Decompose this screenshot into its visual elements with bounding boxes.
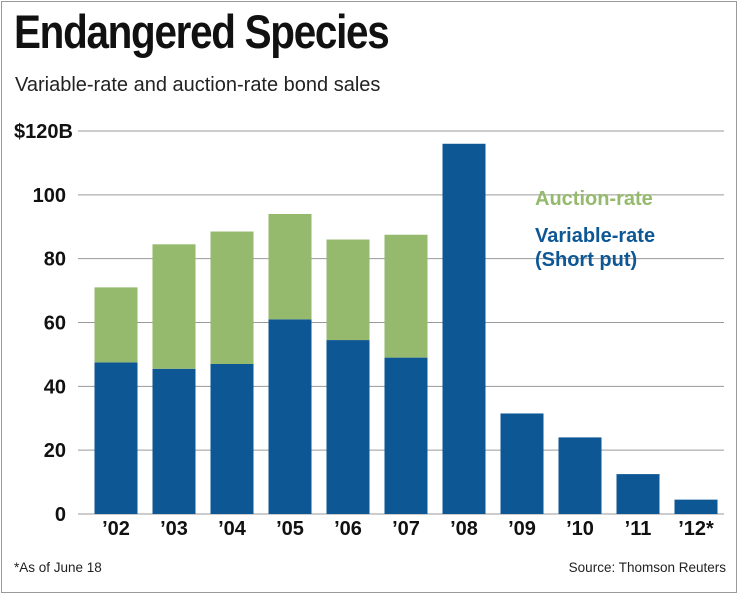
chart-title: Endangered Species xyxy=(14,5,390,58)
legend-variable-rate: Variable-rate xyxy=(535,225,655,247)
y-tick-label: 0 xyxy=(55,504,66,526)
bar-variable-rate xyxy=(268,319,312,514)
bar-auction-rate xyxy=(384,234,428,358)
x-axis-tick-labels: ’02 ’03 ’04 ’05 ’06 ’07 ’08 ’09 ’10 ’11 ’12* xyxy=(102,518,714,540)
bar-auction-rate xyxy=(152,244,196,369)
footnote: *As of June 18 xyxy=(14,560,102,575)
x-tick-label: ’02 xyxy=(102,518,130,540)
x-tick-label: ’07 xyxy=(392,518,420,540)
bar-variable-rate xyxy=(442,143,486,514)
x-tick-label: ’05 xyxy=(276,518,304,540)
x-tick-label: ’10 xyxy=(566,518,594,540)
bar-variable-rate xyxy=(94,362,138,514)
y-tick-label: 60 xyxy=(44,313,66,335)
y-tick-label: 100 xyxy=(33,185,66,207)
bar-variable-rate xyxy=(384,357,428,514)
x-tick-label: ’04 xyxy=(218,518,247,540)
bar-variable-rate xyxy=(558,437,602,514)
bar-variable-rate xyxy=(500,413,544,514)
bar-auction-rate xyxy=(326,239,370,341)
bar-auction-rate xyxy=(268,213,312,320)
y-tick-label: 20 xyxy=(44,440,66,462)
bar-variable-rate xyxy=(616,474,660,514)
y-tick-label: 40 xyxy=(44,376,66,398)
bar-auction-rate xyxy=(94,287,138,363)
x-tick-label: ’08 xyxy=(450,518,478,540)
source-credit: Source: Thomson Reuters xyxy=(568,560,726,575)
y-axis-tick-labels: 0 20 40 60 80 100 $120B xyxy=(14,121,73,526)
y-tick-label: $120B xyxy=(14,121,73,143)
chart-subtitle: Variable-rate and auction-rate bond sale… xyxy=(15,74,381,96)
bar-variable-rate xyxy=(152,368,196,514)
bar-variable-rate xyxy=(326,340,370,514)
x-tick-label: ’11 xyxy=(625,518,652,540)
x-tick-label: ’03 xyxy=(160,518,188,540)
legend-auction-rate: Auction-rate xyxy=(535,188,653,210)
x-tick-label: ’06 xyxy=(334,518,362,540)
bars xyxy=(94,143,718,514)
bar-variable-rate xyxy=(674,499,718,514)
legend-variable-rate: (Short put) xyxy=(535,249,637,271)
x-tick-label: ’09 xyxy=(508,518,536,540)
bar-auction-rate xyxy=(210,231,254,364)
x-tick-label: ’12* xyxy=(678,518,714,540)
bar-variable-rate xyxy=(210,363,254,514)
y-tick-label: 80 xyxy=(44,249,66,271)
legend: Auction-rate Variable-rate(Short put) xyxy=(535,188,655,271)
